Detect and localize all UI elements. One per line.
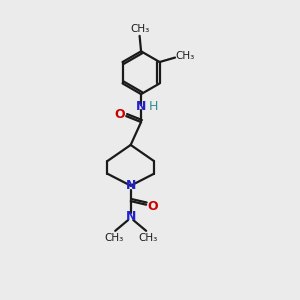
Text: N: N bbox=[136, 100, 146, 113]
Text: CH₃: CH₃ bbox=[138, 233, 157, 243]
Text: CH₃: CH₃ bbox=[130, 24, 149, 34]
Text: N: N bbox=[125, 179, 136, 192]
Text: N: N bbox=[125, 210, 136, 223]
Text: CH₃: CH₃ bbox=[175, 51, 194, 61]
Text: CH₃: CH₃ bbox=[104, 233, 123, 243]
Text: O: O bbox=[148, 200, 158, 213]
Text: H: H bbox=[149, 100, 158, 113]
Text: O: O bbox=[114, 108, 125, 121]
